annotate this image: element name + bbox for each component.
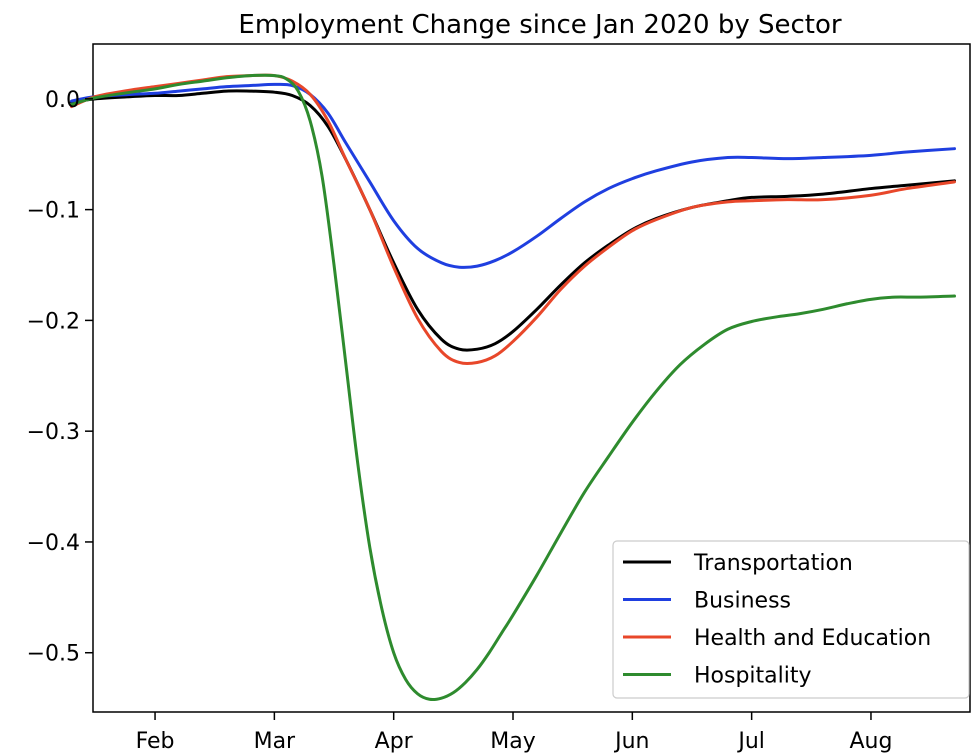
y-tick-label: −0.4	[27, 531, 80, 556]
legend-label-health-and-education: Health and Education	[694, 626, 931, 651]
x-tick-label: Feb	[136, 729, 175, 754]
series-line-health-and-education	[70, 73, 956, 366]
axis-layer: 0.0 −0.1 −0.2 −0.3 −0.4 −0.5 Feb Mar Apr May Jun Ju…	[27, 88, 893, 754]
x-tick-label: May	[490, 729, 535, 754]
series-line-business	[70, 82, 956, 269]
x-tick-label: Jun	[613, 729, 649, 754]
legend-label-transportation: Transportation	[693, 551, 853, 576]
y-tick-label: −0.3	[27, 420, 80, 445]
series-layer	[70, 73, 956, 702]
y-tick-label: 0.0	[45, 88, 80, 113]
x-tick-label: Jul	[736, 729, 765, 754]
plot-area-frame	[92, 43, 971, 713]
legend-label-hospitality: Hospitality	[694, 664, 812, 689]
legend-label-business: Business	[694, 589, 791, 614]
series-line-hospitality	[70, 73, 956, 702]
chart-title: Employment Change since Jan 2020 by Sect…	[238, 10, 841, 40]
legend-frame	[612, 540, 970, 699]
legend: Transportation Business Health and Educati…	[612, 540, 970, 699]
y-tick-label: −0.2	[27, 309, 80, 334]
x-tick-label: Mar	[254, 729, 296, 754]
series-line-transportation	[70, 89, 956, 352]
y-tick-label: −0.5	[27, 642, 80, 667]
x-tick-label: Aug	[849, 729, 892, 754]
x-tick-label: Apr	[375, 729, 414, 754]
y-tick-label: −0.1	[27, 199, 80, 224]
